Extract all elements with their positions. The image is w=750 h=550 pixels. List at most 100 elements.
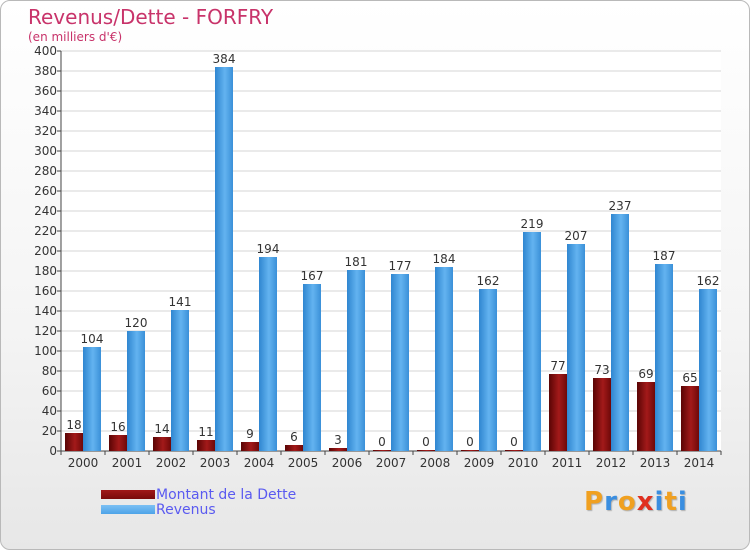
y-tick-label: 160 [34,284,57,298]
y-tick-label: 0 [49,444,57,458]
data-label-debt: 69 [638,367,653,381]
bar-debt [593,378,611,451]
data-label-debt: 77 [550,359,565,373]
x-tick-label: 2013 [640,456,671,470]
data-label-revenue: 384 [213,52,236,66]
bar-debt [197,440,215,451]
bar-debt [549,374,567,451]
y-tick-label: 320 [34,124,57,138]
x-tick-label: 2008 [420,456,451,470]
data-label-debt: 6 [290,430,298,444]
y-tick-label: 20 [42,424,57,438]
x-tick-label: 2007 [376,456,407,470]
y-tick-label: 80 [42,364,57,378]
y-tick-label: 60 [42,384,57,398]
bar-revenue [523,232,541,451]
data-label-debt: 0 [466,435,474,449]
data-label-debt: 0 [378,435,386,449]
bar-debt [461,450,479,451]
bar-revenue [435,267,453,451]
bar-debt [373,450,391,451]
data-label-debt: 65 [682,371,697,385]
data-label-debt: 9 [246,427,254,441]
y-tick-label: 40 [42,404,57,418]
x-tick-label: 2003 [200,456,231,470]
data-label-debt: 3 [334,433,342,447]
bar-revenue [259,257,277,451]
bar-debt [109,435,127,451]
bar-debt [417,450,435,451]
data-label-revenue: 237 [609,199,632,213]
bar-revenue [83,347,101,451]
bar-revenue [171,310,189,451]
data-label-debt: 0 [422,435,430,449]
data-label-revenue: 187 [653,249,676,263]
y-tick-label: 300 [34,144,57,158]
bar-debt [329,448,347,451]
legend-label-revenue: Revenus [156,502,216,518]
data-label-revenue: 181 [345,255,368,269]
bar-revenue [655,264,673,451]
x-tick-label: 2001 [112,456,143,470]
y-tick-label: 360 [34,84,57,98]
data-label-debt: 11 [198,425,213,439]
y-tick-label: 120 [34,324,57,338]
y-tick-label: 220 [34,224,57,238]
x-tick-label: 2014 [684,456,715,470]
y-tick-label: 260 [34,184,57,198]
bar-revenue [215,67,233,451]
data-label-revenue: 184 [433,252,456,266]
bar-revenue [479,289,497,451]
data-label-debt: 0 [510,435,518,449]
bar-revenue [347,270,365,451]
data-label-revenue: 207 [565,229,588,243]
logo-letter-2: o [617,487,637,517]
x-tick-label: 2004 [244,456,275,470]
data-label-revenue: 219 [521,217,544,231]
bar-debt [241,442,259,451]
bar-debt [505,450,523,451]
logo-letter-4: i [654,487,665,517]
y-tick-label: 240 [34,204,57,218]
y-tick-label: 340 [34,104,57,118]
data-label-debt: 14 [154,422,169,436]
x-tick-label: 2002 [156,456,187,470]
x-tick-label: 2011 [552,456,583,470]
data-label-revenue: 194 [257,242,280,256]
bar-revenue [699,289,717,451]
data-label-revenue: 167 [301,269,324,283]
chart-subtitle: (en milliers d'€) [28,30,123,44]
bar-debt [285,445,303,451]
legend-swatch-debt [101,490,155,499]
data-label-revenue: 120 [125,316,148,330]
logo-letter-5: t [664,487,678,517]
logo-letter-6: i [677,487,688,517]
bar-revenue [303,284,321,451]
logo-letter-1: r [604,487,618,517]
data-label-debt: 18 [66,418,81,432]
bar-debt [637,382,655,451]
y-tick-label: 180 [34,264,57,278]
data-label-debt: 73 [594,363,609,377]
logo-letter-0: P [584,487,605,517]
x-tick-label: 2005 [288,456,319,470]
y-tick-label: 100 [34,344,57,358]
y-tick-label: 200 [34,244,57,258]
bar-debt [65,433,83,451]
proxiti-logo: Proxiti [584,487,688,517]
legend-swatch-revenue [101,505,155,514]
x-tick-label: 2012 [596,456,627,470]
data-label-debt: 16 [110,420,125,434]
logo-letter-3: x [636,487,655,517]
bar-revenue [127,331,145,451]
x-tick-label: 2010 [508,456,539,470]
x-tick-label: 2009 [464,456,495,470]
data-label-revenue: 162 [697,274,720,288]
data-label-revenue: 162 [477,274,500,288]
x-tick-label: 2000 [68,456,99,470]
y-tick-label: 380 [34,64,57,78]
bar-revenue [391,274,409,451]
y-tick-label: 280 [34,164,57,178]
